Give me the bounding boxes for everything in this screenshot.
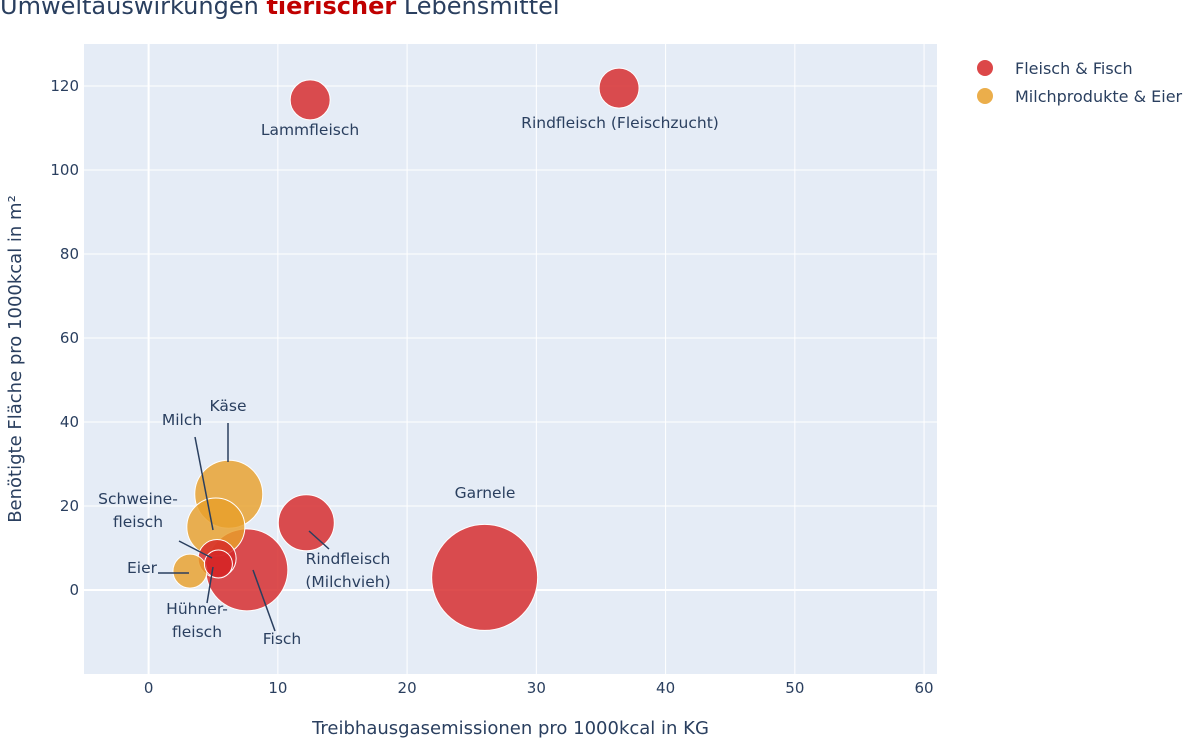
annotation-label: Lammfleisch bbox=[261, 121, 359, 139]
bubble-point[interactable]: Rindfleisch (Milchvieh) bbox=[277, 494, 335, 552]
x-tick-label: 0 bbox=[144, 679, 154, 697]
legend-marker bbox=[977, 60, 993, 76]
title-suffix: Lebensmittel bbox=[403, 0, 560, 20]
legend[interactable]: Fleisch & Fisch Milchprodukte & Eier bbox=[977, 59, 1183, 106]
annotation-label: Garnele bbox=[455, 484, 516, 502]
y-axis-title: Benötigte Fläche pro 1000kcal in m² bbox=[5, 195, 26, 523]
annotation-label: Käse bbox=[209, 397, 246, 415]
annotation-arrow bbox=[194, 436, 214, 531]
annotation-arrow bbox=[178, 540, 213, 559]
annotation-label: (Milchvieh) bbox=[305, 573, 390, 591]
tick-labels: 0 10 20 30 40 50 60 0 20 40 60 80 100 120 bbox=[50, 77, 933, 697]
annotation-labels: Rindfleisch (Fleischzucht) Lammfleisch Gar… bbox=[98, 114, 719, 648]
x-tick-label: 30 bbox=[527, 679, 546, 697]
legend-item[interactable]: Milchprodukte & Eier bbox=[977, 87, 1183, 106]
annotation-label: Rindfleisch bbox=[306, 550, 391, 568]
legend-label: Milchprodukte & Eier bbox=[1015, 87, 1183, 106]
y-tick-label: 60 bbox=[60, 329, 79, 347]
legend-marker bbox=[977, 88, 993, 104]
bubble-point[interactable]: Hühnerfleisch bbox=[203, 549, 233, 579]
chart-title: Umweltauswirkungen tierischer Lebensmitt… bbox=[0, 0, 560, 20]
y-tick-label: 80 bbox=[60, 245, 79, 263]
bubble-point[interactable]: Eier bbox=[172, 553, 208, 589]
bubble-point[interactable]: Rindfleisch (Fleischzucht) bbox=[598, 67, 640, 109]
bubble-point[interactable]: Lammfleisch bbox=[289, 79, 331, 121]
annotation-label: fleisch bbox=[113, 513, 163, 531]
annotation-label: Fisch bbox=[263, 630, 302, 648]
x-tick-label: 40 bbox=[656, 679, 675, 697]
gridlines bbox=[84, 44, 937, 674]
y-tick-label: 100 bbox=[50, 161, 79, 179]
annotation-arrow bbox=[206, 566, 214, 604]
x-tick-label: 60 bbox=[915, 679, 934, 697]
annotation-label: Eier bbox=[127, 559, 158, 577]
annotation-arrows bbox=[158, 423, 330, 632]
annotation-arrow bbox=[252, 569, 276, 632]
legend-item[interactable]: Fleisch & Fisch bbox=[977, 59, 1133, 78]
annotation-label: Hühner- bbox=[166, 600, 228, 618]
x-axis-title: Treibhausgasemissionen pro 1000kcal in K… bbox=[311, 718, 709, 739]
x-tick-label: 10 bbox=[268, 679, 287, 697]
annotation-label: fleisch bbox=[172, 623, 222, 641]
y-tick-label: 20 bbox=[60, 497, 79, 515]
y-tick-label: 0 bbox=[69, 581, 79, 599]
annotation-label: Milch bbox=[162, 411, 202, 429]
bubble-point[interactable]: Garnele bbox=[431, 523, 539, 631]
x-tick-label: 20 bbox=[398, 679, 417, 697]
y-tick-label: 120 bbox=[50, 77, 79, 95]
y-tick-label: 40 bbox=[60, 413, 79, 431]
annotation-label: Rindfleisch (Fleischzucht) bbox=[521, 114, 719, 132]
title-prefix: Umweltauswirkungen bbox=[0, 0, 259, 20]
title-highlight: tierischer bbox=[266, 0, 397, 20]
annotation-label: Schweine- bbox=[98, 490, 178, 508]
annotation-arrow bbox=[308, 530, 330, 550]
legend-label: Fleisch & Fisch bbox=[1015, 59, 1133, 78]
x-tick-label: 50 bbox=[785, 679, 804, 697]
